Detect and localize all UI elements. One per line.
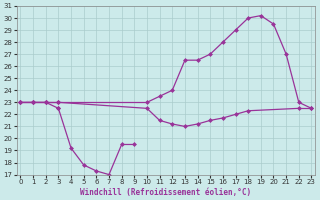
X-axis label: Windchill (Refroidissement éolien,°C): Windchill (Refroidissement éolien,°C) [80, 188, 252, 197]
